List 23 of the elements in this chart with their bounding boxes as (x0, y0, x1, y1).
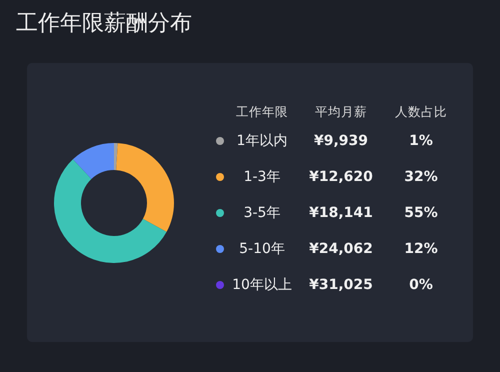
legend-label: 5-10年 (239, 241, 285, 257)
text: 平均月薪 (315, 104, 367, 119)
donut-slice (54, 159, 167, 263)
text: ¥12,620 (309, 169, 374, 185)
text: ¥31,025 (309, 277, 373, 293)
chart-title: 工作年限薪酬分布 (16, 11, 192, 36)
text: ¥9,939 (314, 133, 368, 149)
data-label: 1% (409, 133, 433, 149)
data-label: 55% (404, 205, 438, 221)
donut-slice (72, 143, 114, 179)
data-label: 32% (404, 169, 438, 185)
legend-label: 3-5年 (244, 205, 280, 221)
text: 0% (409, 277, 433, 293)
text: ¥18,141 (309, 205, 373, 221)
legend-label: 1-3年 (244, 169, 280, 185)
legend-title: 工作年限 (236, 104, 288, 119)
text: ¥24,062 (309, 241, 373, 257)
text: 人数占比 (395, 104, 447, 119)
legend-label: 1年以内 (236, 133, 288, 149)
data-label: 12% (404, 241, 438, 257)
donut-slice (114, 143, 118, 170)
legend-label: 10年以上 (232, 277, 292, 293)
donut-slice (116, 143, 174, 232)
